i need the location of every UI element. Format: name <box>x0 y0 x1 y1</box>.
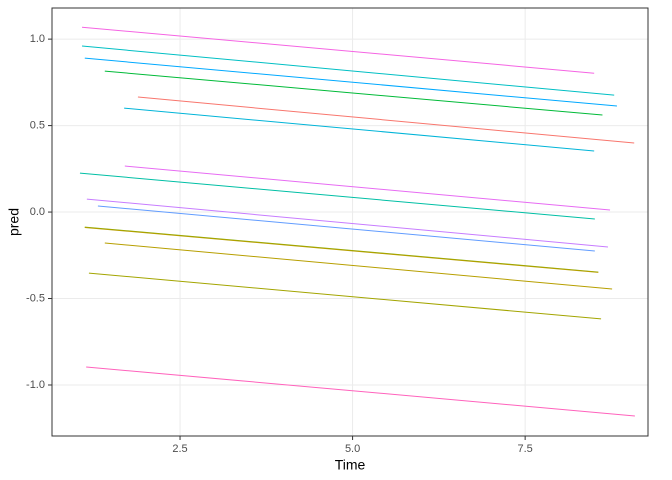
line <box>81 45 615 96</box>
line <box>104 242 613 290</box>
line <box>88 272 602 320</box>
line <box>137 96 635 144</box>
panel-border <box>51 7 649 437</box>
y-tick-label: -1.0 <box>26 379 45 391</box>
y-tick-label: 0.5 <box>30 119 45 131</box>
y-axis-title: pred <box>6 208 22 236</box>
line <box>86 198 609 248</box>
y-tick-label: 1.0 <box>30 33 45 45</box>
line <box>104 70 603 116</box>
line <box>84 226 599 273</box>
line <box>124 107 595 152</box>
line <box>81 26 595 74</box>
x-tick-label: 7.5 <box>517 443 532 455</box>
line <box>86 366 635 417</box>
y-tick-label: 0.0 <box>30 206 45 218</box>
x-tick-label: 5.0 <box>345 443 360 455</box>
line <box>79 172 595 220</box>
line <box>124 165 611 211</box>
x-tick-label: 2.5 <box>172 443 187 455</box>
line <box>84 57 617 107</box>
x-axis-title: Time <box>335 457 366 473</box>
y-tick-label: -0.5 <box>26 292 45 304</box>
line <box>97 205 595 252</box>
